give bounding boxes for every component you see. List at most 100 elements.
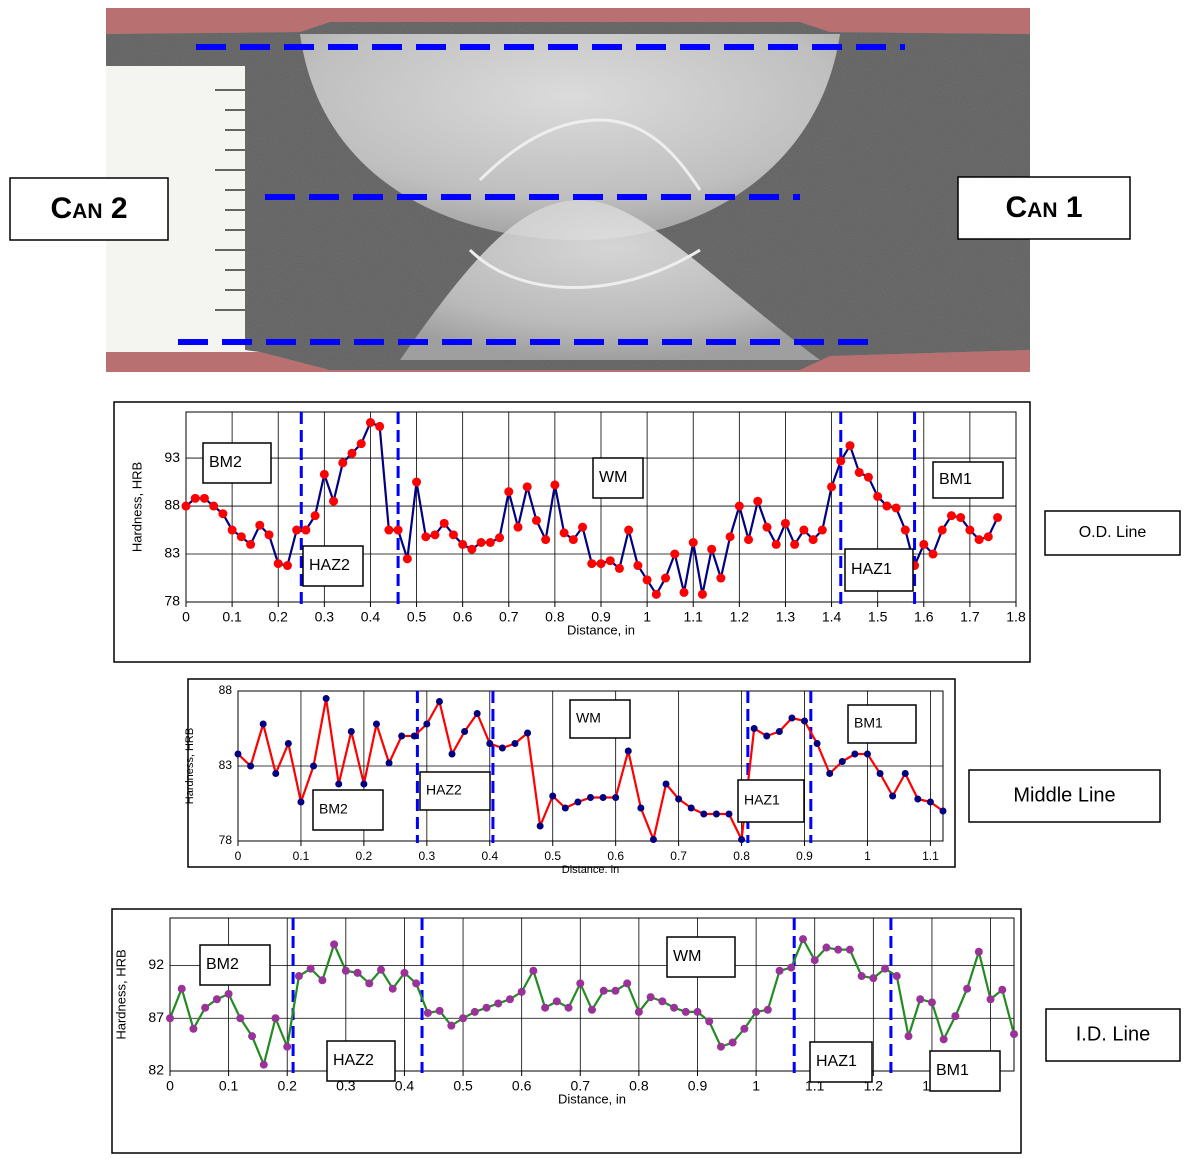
data-point [524, 729, 532, 737]
x-tick-label: 0.6 [453, 609, 473, 625]
data-point [375, 421, 385, 431]
data-point [568, 535, 578, 545]
zone-box [847, 704, 917, 744]
data-point [900, 525, 910, 535]
data-point [522, 482, 532, 492]
zone-label: HAZ2 [426, 782, 462, 798]
x-tick-label: 1.2 [730, 609, 750, 625]
data-point [255, 520, 265, 530]
data-point [423, 1008, 432, 1017]
x-tick-label: 0.6 [607, 849, 624, 863]
data-point [642, 575, 652, 585]
data-point [318, 976, 327, 985]
data-point [559, 528, 569, 538]
data-point [306, 964, 315, 973]
side-label: O.D. Line [1079, 524, 1147, 541]
x-tick-label: 0.7 [571, 1078, 591, 1094]
y-tick-label: 87 [148, 1009, 164, 1025]
chart: 78 83 88 93 0 0.1 0.2 0.3 0.4 0.5 0.6 0.7 0.8 0.9 1 1.1… [113, 401, 1181, 663]
zone-label: BM2 [209, 454, 242, 471]
data-point [384, 525, 394, 535]
data-point [926, 798, 934, 806]
data-point [817, 525, 827, 535]
data-point [728, 1038, 737, 1047]
data-point [716, 573, 726, 583]
x-tick-label: 0.5 [407, 609, 427, 625]
data-point [365, 418, 375, 428]
data-point [771, 539, 781, 549]
data-point [541, 535, 551, 545]
data-point [212, 995, 221, 1004]
data-point [517, 987, 526, 996]
x-tick-label: 1 [752, 1078, 760, 1094]
data-point [799, 935, 807, 944]
side-box [968, 769, 1161, 823]
data-point [634, 1007, 643, 1016]
data-point [209, 501, 219, 511]
y-axis-label: Hardness, HRB [184, 728, 196, 804]
x-tick-label: 0.9 [591, 609, 611, 625]
zone-box [844, 548, 914, 592]
data-point [790, 539, 800, 549]
data-point [218, 509, 228, 519]
data-point [322, 695, 330, 702]
data-point [587, 794, 594, 801]
data-point [181, 501, 191, 511]
zone-label: BM1 [939, 471, 972, 488]
data-point [529, 966, 538, 975]
data-point [423, 720, 431, 728]
data-point [661, 573, 671, 583]
data-point [738, 836, 746, 843]
x-tick-label: 0.4 [481, 849, 498, 863]
data-point [637, 804, 645, 812]
data-point [435, 698, 443, 705]
data-point [398, 732, 406, 740]
data-point [385, 759, 393, 767]
data-point [393, 525, 403, 535]
data-point [360, 780, 368, 788]
y-tick-label: 78 [219, 833, 233, 847]
data-point [775, 728, 783, 735]
data-point [753, 496, 763, 506]
data-point [919, 539, 929, 549]
zone-box [302, 545, 364, 587]
data-point [294, 972, 303, 981]
data-point [854, 467, 864, 477]
side-label: I.D. Line [1076, 1023, 1150, 1045]
y-axis-label: Hardness, HRB [113, 949, 128, 1039]
data-point [458, 539, 468, 549]
data-point [687, 804, 695, 812]
zone-box [932, 461, 1004, 499]
data-point [190, 493, 200, 503]
data-point [813, 740, 821, 747]
data-point [329, 496, 339, 506]
data-point [498, 744, 506, 752]
side-box [1044, 510, 1181, 556]
data-point [904, 1032, 913, 1041]
y-tick-label: 83 [219, 758, 233, 772]
data-point [624, 525, 634, 535]
data-point [612, 794, 620, 801]
zone-box [809, 1041, 873, 1083]
data-point [605, 556, 615, 566]
data-point [284, 740, 292, 747]
data-point [461, 728, 469, 735]
data-point [808, 535, 818, 545]
data-point [435, 1006, 444, 1015]
data-point [439, 518, 449, 528]
chart: 78 83 88 0 0.1 0.2 0.3 0.4 0.5 0.6 0.7 0.8 0.9 1 1.1 Di… [184, 678, 1161, 876]
x-tick-label: 1.4 [822, 609, 842, 625]
zone-box [592, 457, 644, 499]
data-point [946, 511, 956, 521]
data-point [412, 979, 421, 988]
data-point [365, 979, 374, 988]
data-point [863, 472, 873, 482]
data-point [347, 728, 355, 735]
data-point [998, 985, 1007, 994]
x-tick-label: 0 [166, 1078, 174, 1094]
data-point [301, 525, 311, 535]
data-point [578, 522, 588, 532]
data-point [965, 525, 975, 535]
zone-label: BM2 [206, 956, 239, 973]
